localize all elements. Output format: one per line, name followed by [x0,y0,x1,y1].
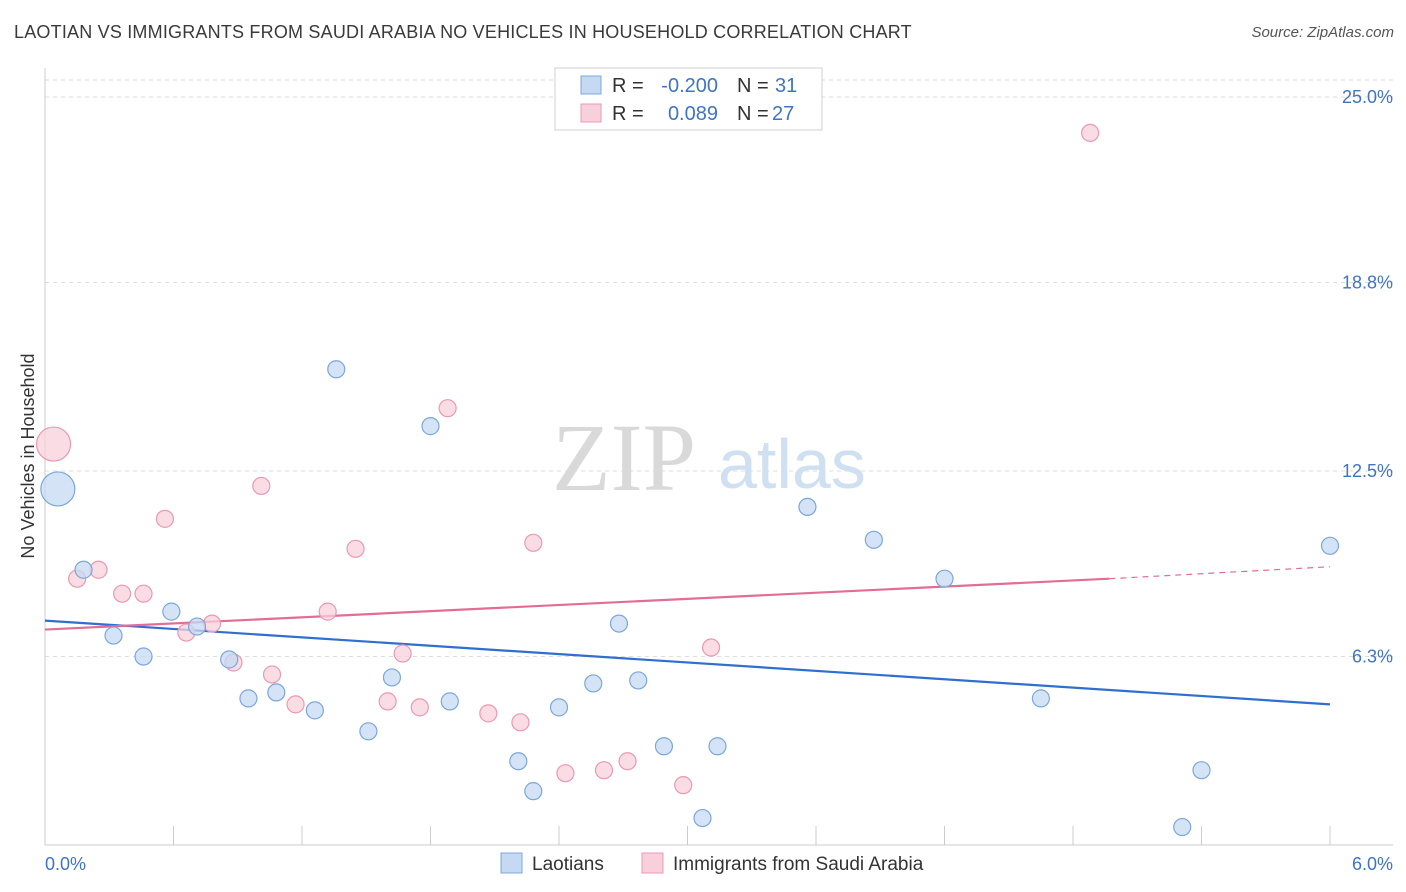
point-saudi [524,533,543,552]
x-tick-labels: 0.0% 6.0% [45,854,1393,874]
legend-swatch-laotians [580,75,602,95]
point-saudi [318,602,337,621]
legend-swatch-saudi [580,103,602,123]
point-saudi [262,665,282,684]
point-saudi [556,764,575,783]
point-saudi [286,695,305,714]
bottom-legend-label-saudi: Immigrants from Saudi Arabia [673,854,924,875]
point-laotians [693,808,712,828]
point-saudi [202,614,222,633]
legend-r-value-laotians: -0.200 [661,75,718,97]
point-laotians [104,626,123,645]
x-tick-label: 6.0% [1352,854,1393,874]
watermark: ZIP atlas [552,404,866,511]
legend-n-value-laotians: 31 [775,75,797,97]
point-saudi [35,426,72,462]
point-laotians [1173,817,1192,837]
y-tick-label: 25.0% [1342,87,1393,107]
point-laotians [1031,689,1050,708]
legend-r-label-laotians: R = [612,75,644,97]
y-tick-labels: 6.3% 12.5% 18.8% 25.0% [1342,87,1393,667]
point-laotians [305,701,324,720]
y-axis-label: No Vehicles in Household [18,353,38,558]
point-laotians [509,752,528,771]
point-saudi [594,761,614,780]
point-laotians [267,683,286,702]
point-laotians [798,497,817,517]
point-laotians [654,737,674,756]
bottom-legend-swatch-laotians [500,852,523,874]
point-saudi [479,704,498,723]
point-saudi [701,638,721,657]
point-laotians [134,647,153,666]
bottom-legend-swatch-saudi [641,852,664,874]
point-laotians [864,530,883,549]
legend-n-value-saudi: 27 [772,103,794,125]
point-laotians [382,668,402,687]
legend-r-label-saudi: R = [612,103,644,125]
trend-line-laotians [44,619,1331,706]
point-laotians [327,360,346,379]
bottom-legend-label-laotians: Laotians [532,854,604,875]
point-saudi [438,399,457,418]
legend-box: R = -0.200 N = 31 R = 0.089 N = 27 [554,67,823,131]
point-laotians [74,560,93,579]
point-laotians [1320,536,1340,555]
point-laotians [708,737,727,756]
point-laotians [162,602,181,621]
point-saudi [378,692,397,711]
point-laotians [549,698,569,717]
point-saudi [155,509,175,528]
point-saudi [674,776,693,795]
y-tick-label: 6.3% [1352,647,1393,667]
point-saudi [346,539,365,558]
grid-layer [45,79,1393,658]
point-laotians [40,471,76,507]
point-laotians [421,417,440,436]
point-laotians [584,674,603,693]
point-laotians [239,689,258,708]
point-saudi [134,584,153,603]
point-laotians [220,650,239,669]
x-tick-label: 0.0% [45,854,86,874]
legend-r-value-saudi: 0.089 [668,103,718,125]
point-laotians [1192,761,1211,780]
legend-n-label-laotians: N = [737,75,769,97]
legend-n-label-saudi: N = [737,103,769,125]
trend-layer [44,566,1331,706]
point-saudi [618,752,637,771]
bottom-legend: Laotians Immigrants from Saudi Arabia [500,852,924,875]
point-laotians [187,617,207,636]
y-tick-label: 12.5% [1342,461,1393,481]
point-saudi [511,713,530,732]
point-saudi [410,698,429,717]
watermark-atlas: atlas [718,425,866,503]
y-tick-label: 18.8% [1342,273,1393,293]
point-saudi [1081,123,1100,143]
chart-title: LAOTIAN VS IMMIGRANTS FROM SAUDI ARABIA … [14,22,912,42]
watermark-zip: ZIP [552,404,696,511]
point-laotians [524,782,543,801]
point-laotians [359,722,378,741]
point-laotians [935,569,954,588]
trend-line-saudi-extension [1109,566,1331,580]
points-layer [35,123,1340,837]
trend-line-saudi [44,577,1110,631]
point-laotians [609,614,629,633]
point-saudi [252,476,271,496]
point-saudi [112,584,132,603]
point-saudi [393,644,412,663]
point-laotians [629,671,648,690]
chart-source: Source: ZipAtlas.com [1251,24,1394,41]
point-laotians [440,692,459,711]
